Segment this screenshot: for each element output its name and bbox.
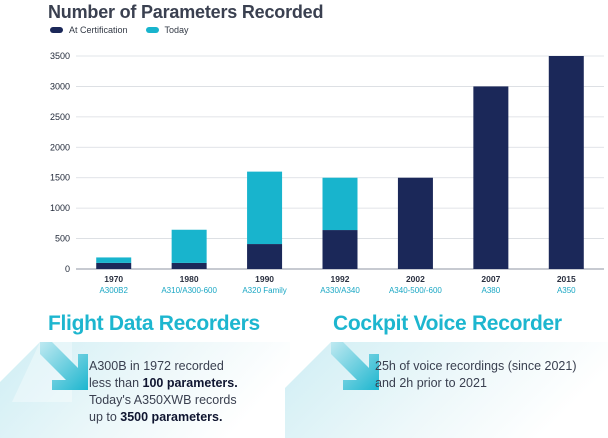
y-tick-label: 0	[65, 264, 70, 274]
bar-today	[322, 177, 358, 231]
x-tick-label-model: A320 Family	[242, 286, 286, 295]
y-tick-label: 2000	[50, 142, 70, 152]
x-tick-label-model: A300B2	[99, 286, 128, 295]
bar-chart: 0 500 1000 1500 2000 2500 3000 3500 1970 A300B2 19…	[50, 51, 604, 295]
bar-certification	[247, 244, 283, 269]
cvr-heading: Cockpit Voice Recorder	[333, 312, 562, 335]
cvr-line-2: and 2h prior to 2021	[375, 376, 487, 390]
bar-certification	[322, 230, 358, 269]
cvr-line-1: 25h of voice recordings (since 2021)	[375, 359, 577, 373]
bar-certification	[548, 56, 584, 269]
x-tick-label-model: A310/A300-600	[161, 286, 217, 295]
chart-legend: At Certification Today	[50, 25, 207, 35]
legend-label-certification: At Certification	[69, 25, 128, 35]
fdr-line-1: A300B in 1972 recorded	[89, 359, 224, 373]
fdr-line-2: less than 100 parameters.	[89, 376, 238, 390]
bar-today	[96, 257, 132, 263]
legend-swatch-certification	[50, 27, 63, 33]
x-tick-label-year: 2002	[406, 274, 425, 284]
x-tick-label-year: 1990	[255, 274, 274, 284]
legend-item-certification: At Certification	[50, 25, 128, 35]
y-tick-label: 500	[55, 234, 70, 244]
x-tick-label-year: 2007	[481, 274, 500, 284]
bar-today	[171, 229, 207, 263]
y-tick-label: 3500	[50, 51, 70, 61]
bar-certification	[397, 177, 433, 269]
fdr-arrow-icon	[40, 342, 88, 390]
x-tick-label-model: A330/A340	[320, 286, 360, 295]
legend-label-today: Today	[164, 25, 189, 35]
y-tick-label: 1000	[50, 203, 70, 213]
fdr-line-4: up to 3500 parameters.	[89, 410, 223, 424]
x-tick-label-year: 1992	[331, 274, 350, 284]
x-tick-label-year: 2015	[557, 274, 576, 284]
bar-today	[247, 171, 283, 245]
legend-swatch-today	[145, 27, 159, 33]
fdr-panel: Flight Data Recorders A300B in 1972 reco…	[0, 302, 290, 438]
y-tick-label: 3000	[50, 81, 70, 91]
fdr-line-3: Today's A350XWB records	[89, 393, 237, 407]
x-tick-label-model: A380	[482, 286, 501, 295]
y-tick-label: 1500	[50, 173, 70, 183]
cvr-text: 25h of voice recordings (since 2021) and…	[375, 358, 577, 392]
cvr-arrow-icon	[331, 342, 379, 390]
fdr-text: A300B in 1972 recorded less than 100 par…	[89, 358, 238, 426]
bar-certification	[473, 86, 509, 269]
legend-item-today: Today	[145, 25, 189, 35]
y-tick-label: 2500	[50, 112, 70, 122]
x-tick-label-model: A350	[557, 286, 576, 295]
cvr-panel: Cockpit Voice Recorder 25h of voice reco…	[285, 302, 608, 438]
bar-certification	[96, 262, 132, 269]
x-tick-label-model: A340-500/-600	[389, 286, 442, 295]
fdr-heading: Flight Data Recorders	[48, 312, 260, 335]
chart-title: Number of Parameters Recorded	[48, 2, 324, 22]
x-tick-label-year: 1970	[104, 274, 123, 284]
x-tick-label-year: 1980	[180, 274, 199, 284]
bar-certification	[171, 262, 207, 269]
